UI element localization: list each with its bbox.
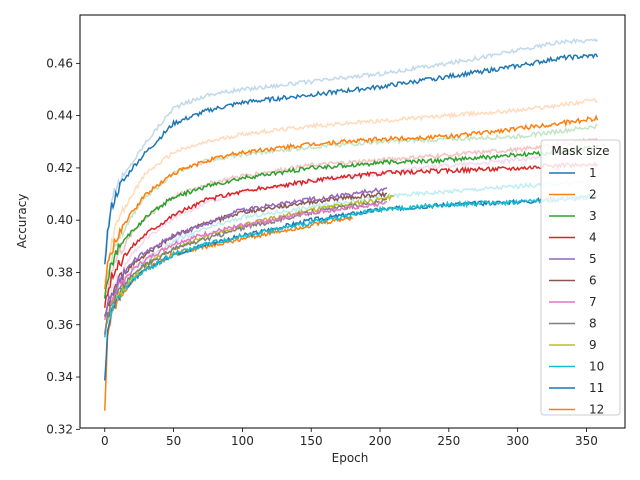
series-line-3 <box>104 144 599 299</box>
plot-frame <box>79 14 626 429</box>
legend-label-8: 8 <box>589 317 597 331</box>
legend-label-6: 6 <box>589 274 597 288</box>
x-tick-label: 100 <box>231 434 254 448</box>
y-axis: 0.32 0.34 0.36 0.38 0.40 0.42 0.44 0.46 <box>46 56 80 436</box>
series-group <box>104 53 599 411</box>
x-tick-label: 150 <box>300 434 323 448</box>
y-tick-label: 0.42 <box>46 161 73 175</box>
faint-series-line <box>104 97 598 283</box>
series-line-10 <box>104 194 598 338</box>
legend-label-4: 4 <box>589 231 597 245</box>
y-axis-title: Accuracy <box>15 194 29 249</box>
x-tick-label: 250 <box>437 434 460 448</box>
series-line-1 <box>104 53 599 265</box>
y-tick-label: 0.36 <box>46 318 73 332</box>
legend-label-1: 1 <box>589 166 597 180</box>
y-tick-label: 0.38 <box>46 265 73 279</box>
x-axis: 0 50 100 150 200 250 300 350 <box>101 428 598 448</box>
series-line-8 <box>104 198 388 335</box>
x-tick-label: 300 <box>506 434 529 448</box>
faint-series-line <box>104 38 599 262</box>
x-tick-label: 200 <box>369 434 392 448</box>
y-tick-label: 0.44 <box>46 109 73 123</box>
series-line-5 <box>104 186 388 318</box>
legend-label-9: 9 <box>589 338 597 352</box>
x-tick-label: 50 <box>166 434 181 448</box>
series-line-4 <box>104 161 599 308</box>
y-tick-label: 0.34 <box>46 370 73 384</box>
legend-label-3: 3 <box>589 209 597 223</box>
legend-label-7: 7 <box>589 295 597 309</box>
legend-title: Mask size <box>552 144 610 158</box>
legend-label-2: 2 <box>589 188 597 202</box>
legend-label-5: 5 <box>589 252 597 266</box>
legend-label-12: 12 <box>589 403 604 417</box>
legend-box <box>540 139 621 416</box>
legend-label-11: 11 <box>589 381 604 395</box>
y-tick-label: 0.32 <box>46 422 73 436</box>
legend-label-10: 10 <box>589 360 604 374</box>
x-tick-label: 350 <box>575 434 598 448</box>
x-axis-title: Epoch <box>332 451 369 465</box>
y-tick-label: 0.40 <box>46 213 73 227</box>
y-tick-label: 0.46 <box>46 56 73 70</box>
series-line-7 <box>104 200 388 320</box>
series-line-2 <box>104 114 599 290</box>
x-tick-label: 0 <box>101 434 109 448</box>
